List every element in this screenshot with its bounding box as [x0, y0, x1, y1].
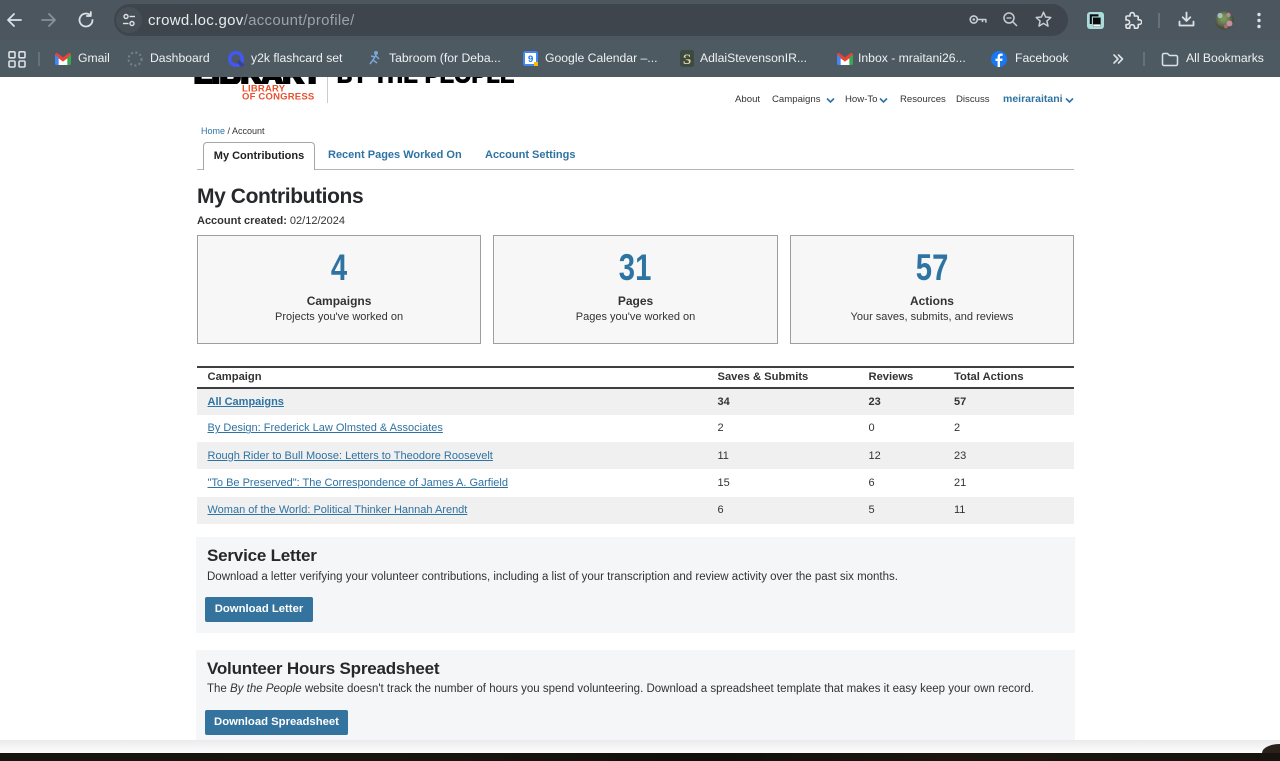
svg-text:BY THE PEOPLE: BY THE PEOPLE [337, 77, 514, 83]
svg-text:9: 9 [528, 54, 533, 65]
svg-text:LIBRARY: LIBRARY [194, 77, 320, 84]
svg-text:S: S [683, 52, 691, 67]
svg-text:OF CONGRESS: OF CONGRESS [242, 91, 314, 101]
svg-text:LIBRARY: LIBRARY [242, 84, 286, 95]
